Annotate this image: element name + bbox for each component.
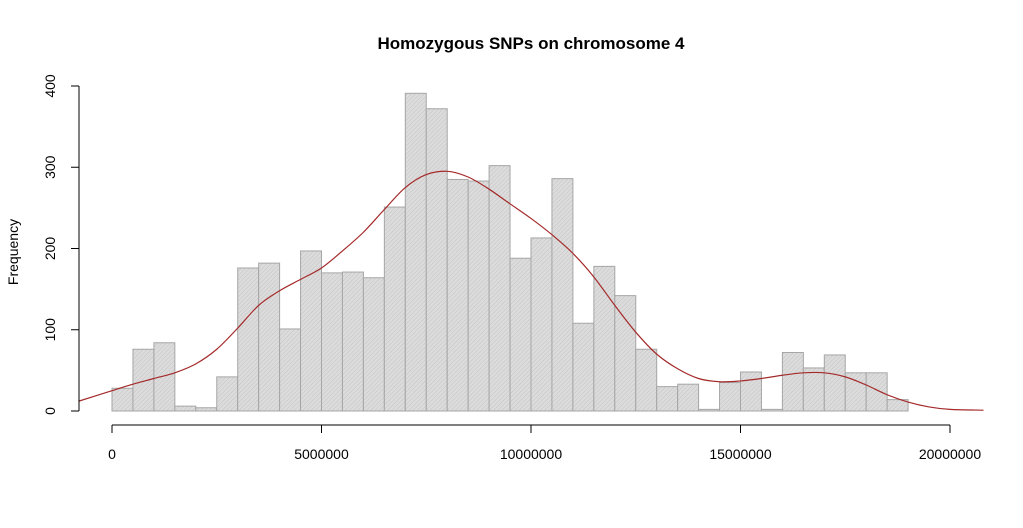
histogram-bar (823, 354, 846, 412)
x-axis: 0 5000000 10000000 15000000 20000000 (108, 424, 982, 462)
y-axis: 0 100 200 300 400 (42, 74, 80, 415)
histogram-bar (740, 371, 762, 412)
histogram-bar (132, 348, 155, 412)
histogram-bar (677, 383, 700, 412)
x-tick-label: 20000000 (919, 446, 982, 462)
histogram-bar (404, 92, 427, 412)
histogram-bar (551, 178, 574, 412)
histogram-bar (760, 408, 783, 412)
histogram-bar (572, 322, 595, 412)
histogram-bar (258, 262, 281, 412)
histogram-bar (195, 407, 218, 412)
histogram-bar (844, 372, 867, 412)
histogram-bar (425, 108, 448, 412)
y-tick-label: 200 (42, 237, 58, 261)
histogram-bar (865, 372, 888, 412)
chart-title: Homozygous SNPs on chromosome 4 (378, 34, 686, 53)
histogram-bar (781, 352, 804, 412)
y-tick-label: 100 (42, 318, 58, 342)
histogram-bar (488, 165, 511, 412)
histogram-bar (174, 405, 197, 412)
histogram-bar (593, 265, 616, 412)
histogram-bar (153, 342, 176, 412)
histogram-bar (446, 178, 469, 412)
histogram-bar (111, 387, 134, 412)
histogram-bar (698, 408, 721, 412)
histogram-bar (509, 257, 532, 412)
histogram-bar (362, 277, 385, 412)
y-tick-label: 400 (42, 74, 58, 98)
density-curve-group (78, 170, 984, 411)
y-axis-label: Frequency (5, 219, 21, 285)
histogram-bar (886, 399, 909, 412)
histogram-bar (614, 295, 637, 412)
histogram-bars (111, 92, 909, 412)
x-tick-label: 0 (108, 446, 116, 462)
histogram-bar (656, 386, 679, 412)
x-tick-label: 10000000 (500, 446, 563, 462)
histogram-bar (321, 272, 343, 412)
histogram-bar (237, 267, 260, 412)
histogram-bar (216, 376, 239, 412)
histogram-bar (341, 271, 364, 412)
y-tick-label: 0 (42, 407, 58, 415)
density-curve (78, 170, 984, 411)
histogram-bar (279, 328, 302, 412)
histogram-bar (802, 367, 825, 412)
histogram-bar (530, 237, 553, 412)
x-tick-label: 5000000 (294, 446, 349, 462)
x-tick-label: 15000000 (709, 446, 772, 462)
histogram-bar (300, 250, 322, 412)
histogram-bar (383, 206, 406, 412)
histogram-bar (467, 180, 490, 412)
histogram-bar (719, 382, 741, 412)
histogram-bar (635, 348, 658, 412)
y-tick-label: 300 (42, 155, 58, 179)
